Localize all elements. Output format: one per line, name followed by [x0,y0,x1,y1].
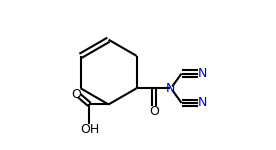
Text: N: N [198,67,207,80]
Text: N: N [198,96,207,110]
Text: N: N [166,82,175,95]
Text: OH: OH [80,123,99,136]
Text: O: O [71,88,81,101]
Text: O: O [149,105,159,118]
